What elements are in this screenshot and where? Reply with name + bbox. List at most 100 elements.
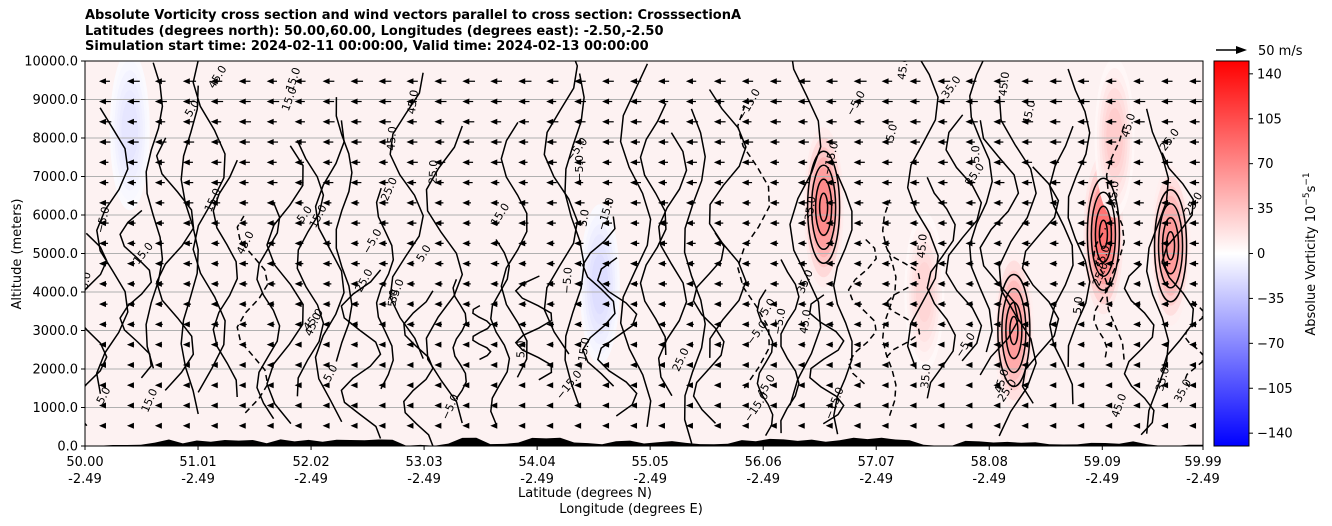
wind-vector-635 xyxy=(1077,118,1089,125)
wind-vector-head xyxy=(350,260,358,267)
contour-line-28 xyxy=(619,63,652,427)
wind-vector-498 xyxy=(602,179,613,186)
wind-vector-250 xyxy=(378,301,387,308)
wind-vector-head xyxy=(238,280,246,287)
wind-vector-head xyxy=(797,118,805,125)
wind-vector-head xyxy=(1077,78,1085,85)
wind-vector-head xyxy=(98,199,106,206)
wind-vector-162 xyxy=(154,341,163,348)
cb-tick-label-5: −35 xyxy=(1257,292,1284,307)
wind-vector-head xyxy=(685,159,693,166)
wind-vector-head xyxy=(154,220,162,227)
wind-vector-584 xyxy=(769,139,780,146)
wind-vector-head xyxy=(462,382,470,389)
wind-vector-head xyxy=(1133,240,1141,247)
wind-vector-266 xyxy=(825,301,834,308)
wind-vector-492 xyxy=(434,179,444,186)
wind-vector-74 xyxy=(1049,402,1057,409)
contour-line-18 xyxy=(425,125,464,424)
wind-vector-417 xyxy=(574,220,584,227)
wind-vector-head xyxy=(126,118,134,125)
wind-vector-651 xyxy=(406,98,417,105)
wind-vector-173 xyxy=(462,341,470,348)
wind-vector-586 xyxy=(825,139,838,146)
wind-vector-197 xyxy=(1133,341,1141,348)
wind-vector-head xyxy=(210,98,218,105)
wind-vector-head xyxy=(434,321,442,328)
wind-vector-head xyxy=(965,199,973,206)
wind-vector-head xyxy=(182,220,190,227)
wind-vector-head xyxy=(1189,260,1197,267)
wind-vector-head xyxy=(881,240,889,247)
wind-vector-127 xyxy=(294,361,302,368)
wind-vector-head xyxy=(294,240,302,247)
wind-vector-head xyxy=(713,159,721,166)
wind-vector-220 xyxy=(657,321,666,328)
wind-vector-head xyxy=(378,139,386,146)
wind-vector-head xyxy=(853,139,861,146)
contour-label-5: −5.0 xyxy=(560,267,575,295)
wind-vector-108 xyxy=(881,382,889,389)
wind-vector-head xyxy=(741,98,749,105)
wind-vector-head xyxy=(182,301,190,308)
wind-vector-314 xyxy=(1049,280,1058,287)
wind-vector-517 xyxy=(1133,179,1143,186)
wind-vector-390 xyxy=(937,240,947,247)
cb-tick-label-4: 0 xyxy=(1257,247,1265,262)
wind-vector-head xyxy=(630,260,638,267)
wind-vector-head xyxy=(1049,280,1057,287)
wind-vector-174 xyxy=(490,341,498,348)
wind-vector-79 xyxy=(1189,402,1197,409)
wind-vector-306 xyxy=(825,280,835,287)
wind-vector-326 xyxy=(266,260,276,267)
wind-vector-head xyxy=(797,321,805,328)
wind-vector-head xyxy=(741,301,749,308)
wind-vector-455 xyxy=(518,199,529,206)
y-axis: 0.01000.02000.03000.04000.05000.06000.07… xyxy=(24,55,85,455)
wind-vector-head xyxy=(881,139,889,146)
wind-vector-410 xyxy=(378,220,389,227)
wind-vector-56 xyxy=(546,402,554,409)
wind-vector-head xyxy=(1133,301,1141,308)
wind-vector-61 xyxy=(685,402,693,409)
wind-vector-head xyxy=(853,78,861,85)
wind-vector-head xyxy=(126,199,134,206)
wind-vector-122 xyxy=(154,361,163,368)
wind-vector-510 xyxy=(937,179,948,186)
wind-vector-705 xyxy=(797,78,811,85)
wind-vector-head xyxy=(434,402,442,409)
wind-vector-head xyxy=(993,361,1001,368)
wind-vector-head xyxy=(350,240,358,247)
wind-vector-head xyxy=(266,179,274,186)
wind-vector-head xyxy=(238,139,246,146)
wind-vector-33 xyxy=(1021,422,1029,429)
wind-vector-head xyxy=(266,118,274,125)
wind-vector-head xyxy=(546,139,554,146)
wind-vector-head xyxy=(210,78,218,85)
wind-vector-head xyxy=(1189,280,1197,287)
wind-vector-head xyxy=(1105,260,1113,267)
x-tick-lat-9: 59.09 xyxy=(1084,455,1121,470)
wind-vector-714 xyxy=(1049,78,1062,85)
contour-line-31 xyxy=(683,108,706,444)
wind-vector-124 xyxy=(210,361,218,368)
wind-vector-420 xyxy=(657,220,668,227)
wind-vector-head xyxy=(1049,260,1057,267)
wind-vector-444 xyxy=(210,199,221,206)
wind-vector-288 xyxy=(322,280,332,287)
wind-vector-353 xyxy=(1021,260,1030,267)
wind-vector-648 xyxy=(322,98,335,105)
wind-vector-head xyxy=(574,139,582,146)
wind-vector-637 xyxy=(1133,118,1145,125)
wind-vector-8 xyxy=(322,422,330,429)
wind-vector-head xyxy=(630,240,638,247)
wind-vector-338 xyxy=(602,260,611,267)
wind-vector-head xyxy=(518,159,526,166)
contour-line-3 xyxy=(145,62,164,369)
wind-vector-422 xyxy=(713,220,724,227)
wind-vector-head xyxy=(1021,260,1029,267)
wind-vector-head xyxy=(294,118,302,125)
wind-vector-head xyxy=(1077,179,1085,186)
wind-vector-24 xyxy=(769,422,777,429)
wind-vector-221 xyxy=(685,321,694,328)
